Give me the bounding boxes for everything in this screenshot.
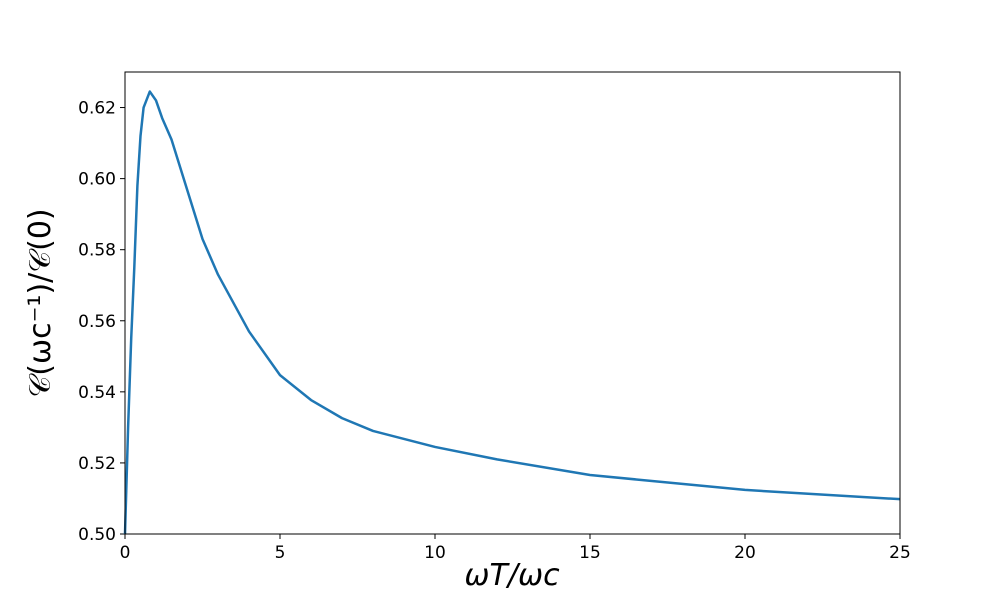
y-tick-label: 0.62: [78, 99, 116, 119]
y-tick-label: 0.60: [78, 170, 116, 190]
x-tick-label: 10: [424, 543, 446, 563]
x-tick-label: 15: [579, 543, 601, 563]
y-tick-label: 0.50: [78, 525, 116, 545]
y-tick-label: 0.54: [78, 383, 116, 403]
plot-frame: [124, 71, 901, 535]
x-axis-label: ωT/ωc: [464, 558, 560, 593]
y-tick-label: 0.56: [78, 312, 116, 332]
x-tick-label: 25: [889, 543, 911, 563]
y-tick-label: 0.58: [78, 241, 116, 261]
y-tick-label: 0.52: [78, 454, 116, 474]
data-line: [123, 90, 901, 535]
y-axis-label: 𝒞(ωc⁻¹)/𝒞(0): [23, 208, 58, 397]
x-tick-label: 20: [734, 543, 756, 563]
x-tick-label: 0: [120, 543, 131, 563]
x-tick-label: 5: [275, 543, 286, 563]
